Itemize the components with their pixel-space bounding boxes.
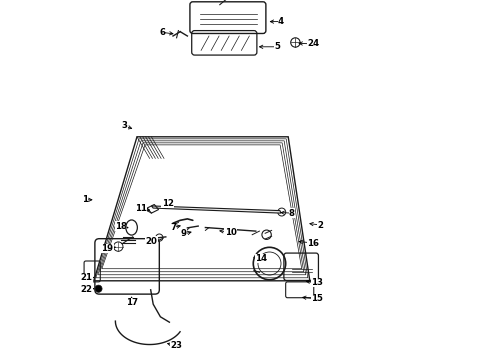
Text: 1: 1: [82, 195, 88, 204]
Text: 2: 2: [318, 220, 323, 230]
Text: 19: 19: [101, 244, 114, 253]
Text: 24: 24: [307, 40, 319, 49]
Polygon shape: [151, 206, 281, 213]
Text: 20: 20: [146, 237, 157, 246]
Text: 12: 12: [162, 199, 173, 208]
Text: 18: 18: [115, 222, 127, 231]
Circle shape: [95, 285, 102, 292]
Text: 8: 8: [289, 209, 295, 217]
Text: 17: 17: [125, 298, 138, 307]
Text: 13: 13: [311, 278, 323, 287]
Text: 10: 10: [224, 228, 237, 237]
Text: 23: 23: [171, 341, 183, 350]
Text: 15: 15: [311, 294, 323, 303]
Text: 9: 9: [181, 230, 187, 239]
Text: 16: 16: [307, 238, 319, 248]
Text: 7: 7: [170, 223, 176, 232]
Text: 11: 11: [135, 204, 147, 213]
Text: 3: 3: [122, 122, 127, 130]
Text: 6: 6: [159, 28, 165, 37]
Text: 21: 21: [80, 274, 93, 282]
Text: 22: 22: [80, 285, 93, 294]
Text: 5: 5: [274, 42, 280, 51]
Text: 14: 14: [255, 254, 267, 263]
Text: 4: 4: [278, 17, 284, 26]
